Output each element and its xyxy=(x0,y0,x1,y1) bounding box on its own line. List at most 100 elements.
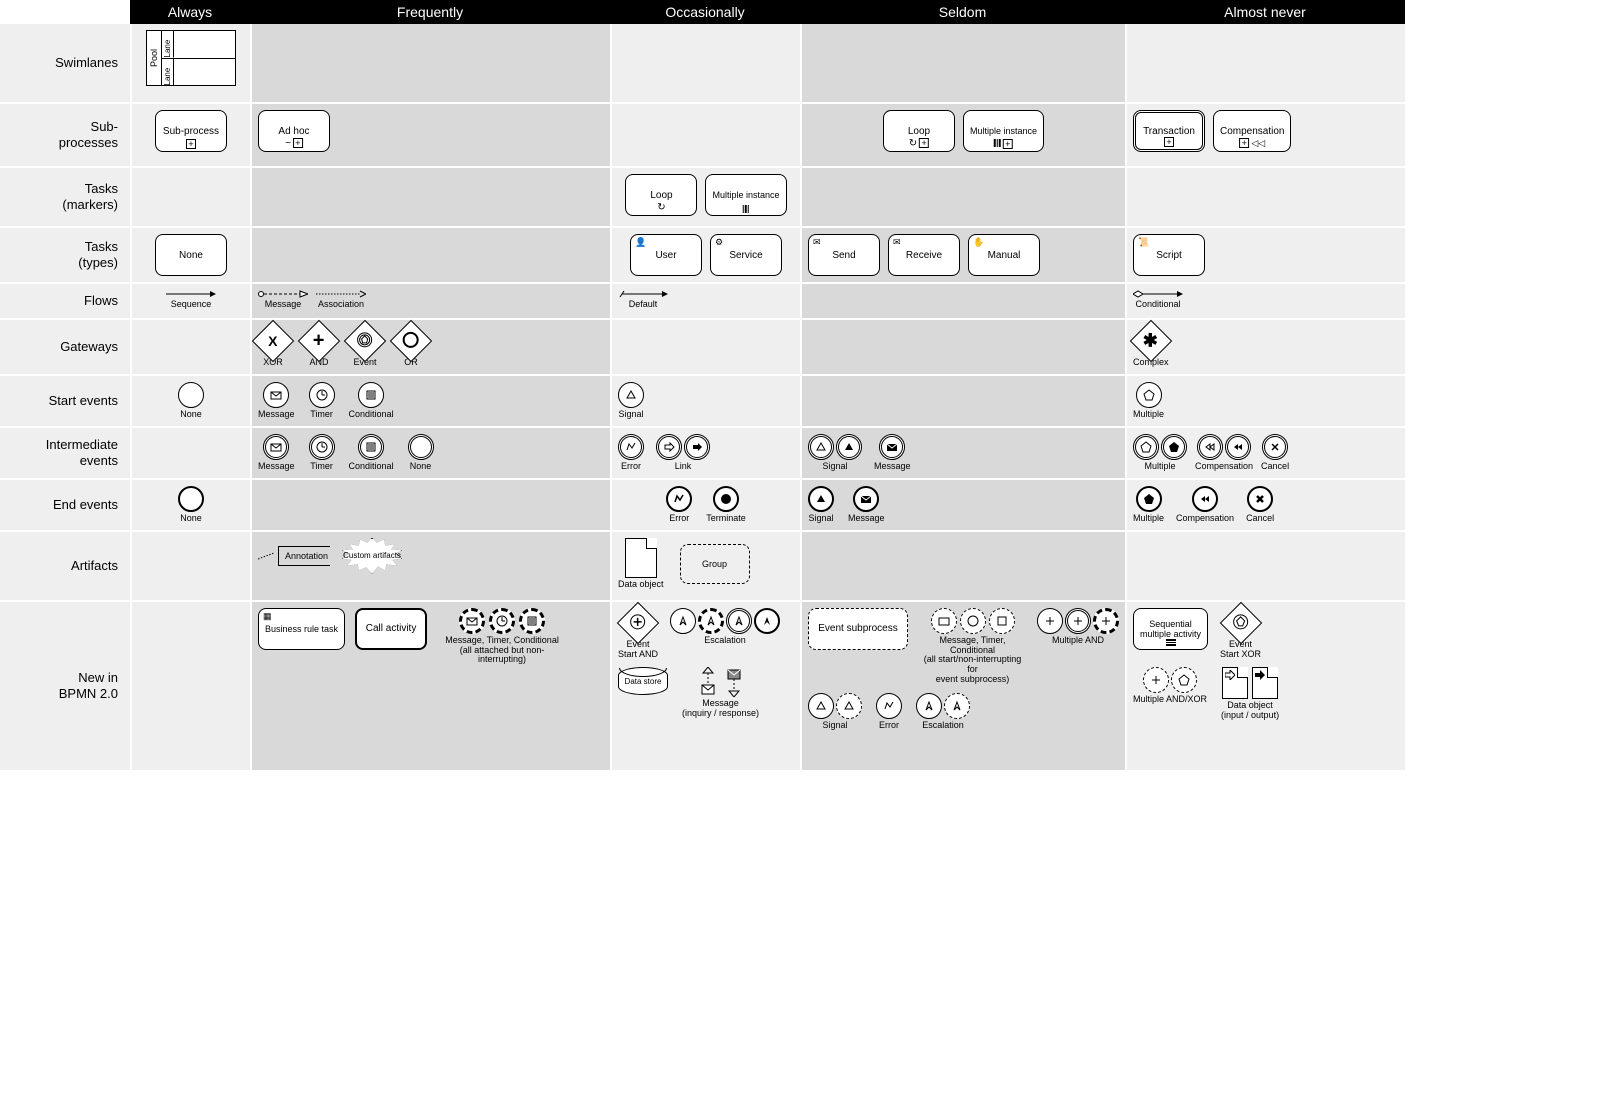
fl-never: Conditional xyxy=(1125,284,1405,320)
se-occasionally: Signal xyxy=(610,376,800,428)
ie-never: Multiple Compensation Cancel xyxy=(1125,428,1405,480)
ee-always: None xyxy=(130,480,250,532)
hand-icon: ✋ xyxy=(973,237,984,248)
ie-always xyxy=(130,428,250,480)
tt-frequently xyxy=(250,228,610,284)
subp-occasionally xyxy=(610,104,800,168)
lane-label: Lane xyxy=(162,59,174,86)
inter-link: Link xyxy=(656,434,710,472)
tm-frequently xyxy=(250,168,610,228)
tm-seldom xyxy=(800,168,1125,228)
multi-andxor: Multiple AND/XOR xyxy=(1133,667,1207,705)
escalation-events: Escalation xyxy=(670,608,780,646)
error-subp: Error xyxy=(876,693,902,731)
default-flow: Default xyxy=(618,290,668,310)
multiple-and: Multiple AND xyxy=(1037,608,1119,646)
receive-task-box: ✉Receive xyxy=(888,234,960,276)
envelope-fill-icon: ✉ xyxy=(813,237,821,248)
subp-seldom: Loop↻+ Multiple instance+ xyxy=(800,104,1125,168)
header-blank xyxy=(0,0,130,24)
transaction-box: Transaction+ xyxy=(1133,110,1205,152)
event-subprocess-box: Event subprocess xyxy=(808,608,908,650)
se-seldom xyxy=(800,376,1125,428)
col-seldom: Seldom xyxy=(800,0,1125,24)
script-icon: 📜 xyxy=(1138,237,1149,248)
end-message: Message xyxy=(848,486,885,524)
seq-flow: Sequence xyxy=(166,290,216,310)
adhoc-box: Ad hoc~+ xyxy=(258,110,330,152)
event-start-and: Event Start AND xyxy=(618,608,658,660)
row-subprocesses-label: Sub- processes xyxy=(0,104,130,168)
end-terminate: Terminate xyxy=(706,486,746,524)
col-never: Almost never xyxy=(1125,0,1405,24)
inter-message: Message xyxy=(258,434,295,472)
pool-icon: Pool Lane Lane xyxy=(146,30,236,86)
end-signal: Signal xyxy=(808,486,834,524)
end-cancel: Cancel xyxy=(1246,486,1274,524)
row-tasktypes-label: Tasks (types) xyxy=(0,228,130,284)
gw-never: ✱Complex xyxy=(1125,320,1405,376)
se-always: None xyxy=(130,376,250,428)
ie-seldom: Signal Message xyxy=(800,428,1125,480)
gw-seldom xyxy=(800,320,1125,376)
envelope-icon: ✉ xyxy=(893,237,901,248)
biz-rule-task: ▦Business rule task xyxy=(258,608,345,650)
row-artifacts-label: Artifacts xyxy=(0,532,130,602)
data-object: Data object xyxy=(618,538,664,590)
end-compensation: Compensation xyxy=(1176,486,1234,524)
ar-frequently: Annotation Custom artifacts xyxy=(250,532,610,602)
ar-occasionally: Data object Group xyxy=(610,532,800,602)
tm-occasionally: Loop↻ Multiple instance xyxy=(610,168,800,228)
swimlanes-never xyxy=(1125,24,1405,104)
subp-always: Sub-process+ xyxy=(130,104,250,168)
multi-subp-box: Multiple instance+ xyxy=(963,110,1044,152)
loop-subp-box: Loop↻+ xyxy=(883,110,955,152)
compensation-box: Compensation+◁◁ xyxy=(1213,110,1291,152)
msg-inquiry: Message (inquiry / response) xyxy=(682,667,759,719)
lane-label: Lane xyxy=(162,31,174,58)
b2-seldom: Event subprocess Message, Timer, Conditi… xyxy=(800,602,1125,772)
row-inter-label: Intermediate events xyxy=(0,428,130,480)
gear-icon: ⚙ xyxy=(715,237,723,248)
se-frequently: Message Timer Conditional xyxy=(250,376,610,428)
row-end-label: End events xyxy=(0,480,130,532)
manual-task-box: ✋Manual xyxy=(968,234,1040,276)
group-artifact: Group xyxy=(680,544,750,584)
gw-occasionally xyxy=(610,320,800,376)
ar-never xyxy=(1125,532,1405,602)
swimlanes-occasionally xyxy=(610,24,800,104)
multi-task-box: Multiple instance xyxy=(705,174,786,216)
none-task-box: None xyxy=(155,234,227,276)
assoc-flow: Association xyxy=(316,290,366,310)
user-icon: 👤 xyxy=(635,237,646,248)
row-bpmn20-label: New in BPMN 2.0 xyxy=(0,602,130,772)
complex-gateway: ✱Complex xyxy=(1133,326,1169,368)
col-occasionally: Occasionally xyxy=(610,0,800,24)
start-nonint: Message, Timer, Conditional (all start/n… xyxy=(918,608,1027,685)
loop-task-box: Loop↻ xyxy=(625,174,697,216)
event-gateway: Event xyxy=(350,326,380,368)
inter-cancel: Cancel xyxy=(1261,434,1289,472)
end-multiple: Multiple xyxy=(1133,486,1164,524)
event-start-xor: Event Start XOR xyxy=(1220,608,1261,660)
col-always: Always xyxy=(130,0,250,24)
subp-never: Transaction+ Compensation+◁◁ xyxy=(1125,104,1405,168)
start-conditional: Conditional xyxy=(349,382,394,420)
table-icon: ▦ xyxy=(263,611,272,622)
attached-nonint: Message, Timer, Conditional (all attache… xyxy=(437,608,567,666)
user-task-box: 👤User xyxy=(630,234,702,276)
inter-message-throw: Message xyxy=(874,434,911,472)
seq-multi-activity: Sequential multiple activity xyxy=(1133,608,1208,650)
inter-none: None xyxy=(408,434,434,472)
data-object-io: Data object (input / output) xyxy=(1221,667,1279,721)
annotation-artifact: Annotation xyxy=(258,546,330,566)
custom-artifact: Custom artifacts xyxy=(342,538,402,574)
call-activity-box: Call activity xyxy=(355,608,427,650)
start-message: Message xyxy=(258,382,295,420)
swimlanes-frequently xyxy=(250,24,610,104)
ee-seldom: Signal Message xyxy=(800,480,1125,532)
start-timer: Timer xyxy=(309,382,335,420)
col-frequently: Frequently xyxy=(250,0,610,24)
swimlanes-always: Pool Lane Lane xyxy=(130,24,250,104)
tt-always: None xyxy=(130,228,250,284)
